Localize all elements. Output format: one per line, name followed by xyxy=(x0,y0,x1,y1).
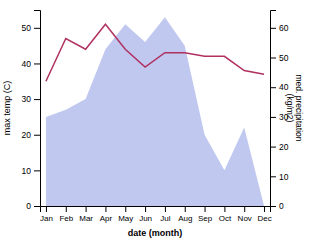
tick-label: Sep xyxy=(198,214,213,223)
tick-mark xyxy=(270,87,276,88)
x-axis: Jan Feb Mar Apr May Jun Jul Aug Sep Oct Nov Dec xyxy=(40,206,272,223)
tick: 30 xyxy=(22,94,40,104)
tick-mark xyxy=(244,206,245,212)
tick-label: 0 xyxy=(26,201,31,211)
tick-mark xyxy=(34,206,40,207)
tick-mark xyxy=(270,176,276,177)
tick: Aug xyxy=(178,206,192,223)
plot-area: Jan Feb Mar Apr May Jun Jul Aug Sep Oct Nov Dec 0 10 2… xyxy=(2,11,304,239)
tick: Jan xyxy=(40,206,53,223)
y2-axis-title: med. precipitation(kg/m2) xyxy=(285,74,304,141)
tick-mark xyxy=(205,206,206,212)
tick-label: 0 xyxy=(279,201,284,211)
tick-mark xyxy=(34,170,40,171)
tick-mark xyxy=(165,206,166,212)
tick: 20 xyxy=(270,142,289,152)
tick: 50 xyxy=(270,53,289,63)
axis-line xyxy=(41,207,271,213)
tick: Dec xyxy=(257,206,271,223)
tick: 40 xyxy=(270,82,289,92)
tick-mark xyxy=(270,117,276,118)
area xyxy=(46,17,264,206)
tick-mark xyxy=(270,58,276,59)
tick-label: 50 xyxy=(22,23,32,33)
tick: Apr xyxy=(100,206,113,223)
tick-mark xyxy=(185,206,186,212)
tick-mark xyxy=(270,147,276,148)
tick: May xyxy=(118,206,133,223)
tick-label: Jan xyxy=(40,214,53,223)
tick-mark xyxy=(270,28,276,29)
tick-label: May xyxy=(118,214,133,223)
tick-label: Nov xyxy=(238,214,252,223)
tick: Mar xyxy=(79,206,93,223)
tick-label: 30 xyxy=(22,94,32,104)
axis-line xyxy=(271,11,277,207)
tick-mark xyxy=(125,206,126,212)
tick: 40 xyxy=(22,59,40,69)
tick: 0 xyxy=(270,201,284,211)
y-axis-title: max temp (C) xyxy=(2,81,12,136)
tick-label: 60 xyxy=(279,23,289,33)
tick: Jul xyxy=(160,206,170,223)
tick-mark xyxy=(224,206,225,212)
tick-mark xyxy=(270,206,276,207)
tick-label: 10 xyxy=(279,172,289,182)
tick: Nov xyxy=(238,206,252,223)
tick: 10 xyxy=(270,172,289,182)
tick-mark xyxy=(145,206,146,212)
tick-mark xyxy=(105,206,106,212)
tick: Sep xyxy=(198,206,213,223)
tick-label: 50 xyxy=(279,53,289,63)
tick-mark xyxy=(46,206,47,212)
tick-label: Feb xyxy=(59,214,73,223)
tick-label: Aug xyxy=(178,214,192,223)
tick: 10 xyxy=(22,166,40,176)
tick-label: 10 xyxy=(22,166,32,176)
tick-label: Mar xyxy=(79,214,93,223)
tick-mark xyxy=(34,63,40,64)
tick-label: 20 xyxy=(22,130,32,140)
tick-label: Apr xyxy=(100,214,113,223)
tick-mark xyxy=(34,28,40,29)
tick-label: Jun xyxy=(139,214,152,223)
marks xyxy=(46,17,264,206)
tick-label: Dec xyxy=(257,214,271,223)
tick-label: 40 xyxy=(22,59,32,69)
tick: Feb xyxy=(59,206,73,223)
tick: Jun xyxy=(139,206,152,223)
title-line: (kg/m2) xyxy=(285,94,295,123)
tick: 60 xyxy=(270,23,289,33)
tick: 20 xyxy=(22,130,40,140)
tick-mark xyxy=(264,206,265,212)
tick-mark xyxy=(34,99,40,100)
tick-label: 40 xyxy=(279,82,289,92)
axis-line xyxy=(34,11,41,207)
y-axis: 0 10 20 30 40 50 xyxy=(22,11,41,212)
tick-mark xyxy=(34,135,40,136)
tick-mark xyxy=(86,206,87,212)
chart: Jan Feb Mar Apr May Jun Jul Aug Sep Oct Nov Dec 0 10 2… xyxy=(0,0,318,242)
tick-mark xyxy=(66,206,67,212)
tick: 50 xyxy=(22,23,40,33)
tick-label: Jul xyxy=(160,214,170,223)
line xyxy=(46,24,264,81)
x-axis-title: date (month) xyxy=(128,228,183,238)
tick-label: 20 xyxy=(279,142,289,152)
tick: 0 xyxy=(26,201,40,211)
tick: Oct xyxy=(219,206,232,223)
tick-label: Oct xyxy=(219,214,232,223)
